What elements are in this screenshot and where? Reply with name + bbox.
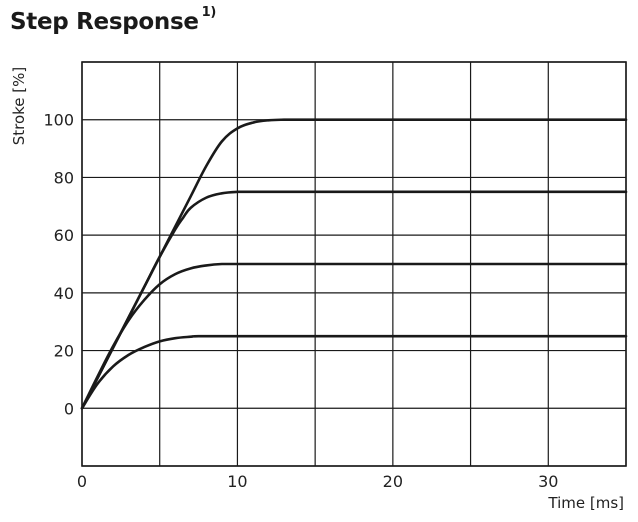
- chart-title-footnote: 1): [201, 5, 217, 21]
- x-axis-title: Time [ms]: [547, 494, 624, 512]
- chart-title: Step Response 1): [10, 5, 216, 35]
- x-tick-label: 20: [383, 472, 403, 491]
- tick-labels: 0 20 40 60 80 100 0 10 20 30: [43, 111, 558, 491]
- chart-title-text: Step Response: [10, 9, 199, 35]
- series-group: [80, 118, 628, 410]
- y-tick-label: 20: [54, 342, 74, 361]
- x-tick-label: 0: [77, 472, 87, 491]
- x-tick-label: 30: [538, 472, 558, 491]
- y-tick-label: 0: [64, 399, 74, 418]
- x-tick-label: 10: [227, 472, 247, 491]
- y-axis-title: Stroke [%]: [10, 67, 28, 146]
- y-tick-label: 60: [54, 226, 74, 245]
- series-line-4: [80, 334, 628, 410]
- y-tick-label: 40: [54, 284, 74, 303]
- series-line-2: [80, 190, 628, 410]
- series-line-3: [80, 262, 628, 410]
- y-tick-label: 100: [43, 111, 74, 130]
- y-tick-label: 80: [54, 168, 74, 187]
